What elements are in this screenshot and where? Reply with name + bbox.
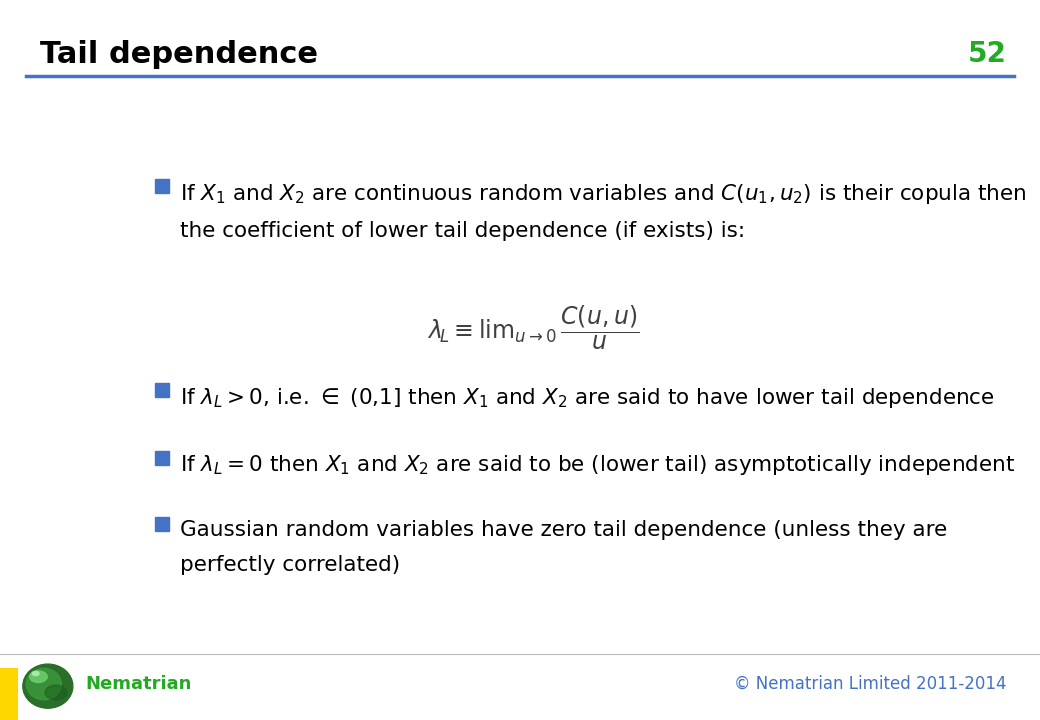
Text: © Nematrian Limited 2011-2014: © Nematrian Limited 2011-2014 [734, 675, 1007, 693]
Text: If $\lambda_L > 0$, i.e. $\in$ (0,1] then $X_1$ and $X_2$ are said to have lower: If $\lambda_L > 0$, i.e. $\in$ (0,1] the… [180, 386, 994, 410]
Text: Gaussian random variables have zero tail dependence (unless they are: Gaussian random variables have zero tail… [180, 520, 947, 540]
Text: Nematrian: Nematrian [85, 675, 191, 693]
Ellipse shape [26, 668, 61, 700]
Ellipse shape [45, 685, 67, 700]
Text: If $\lambda_L = 0$ then $X_1$ and $X_2$ are said to be (lower tail) asymptotical: If $\lambda_L = 0$ then $X_1$ and $X_2$ … [180, 454, 1015, 477]
Ellipse shape [23, 664, 73, 708]
Text: 52: 52 [968, 40, 1007, 68]
Text: the coefficient of lower tail dependence (if exists) is:: the coefficient of lower tail dependence… [180, 220, 745, 240]
Text: If $X_1$ and $X_2$ are continuous random variables and $C(u_1,u_2)$ is their cop: If $X_1$ and $X_2$ are continuous random… [180, 181, 1026, 206]
Text: perfectly correlated): perfectly correlated) [180, 555, 400, 575]
Text: $\lambda_{\!\mathit{L}} \equiv \mathrm{lim}_{u \to 0} \, \dfrac{C\left(u,u\right: $\lambda_{\!\mathit{L}} \equiv \mathrm{l… [426, 303, 640, 352]
Ellipse shape [32, 672, 40, 675]
Text: Tail dependence: Tail dependence [40, 40, 317, 68]
Ellipse shape [29, 671, 47, 683]
